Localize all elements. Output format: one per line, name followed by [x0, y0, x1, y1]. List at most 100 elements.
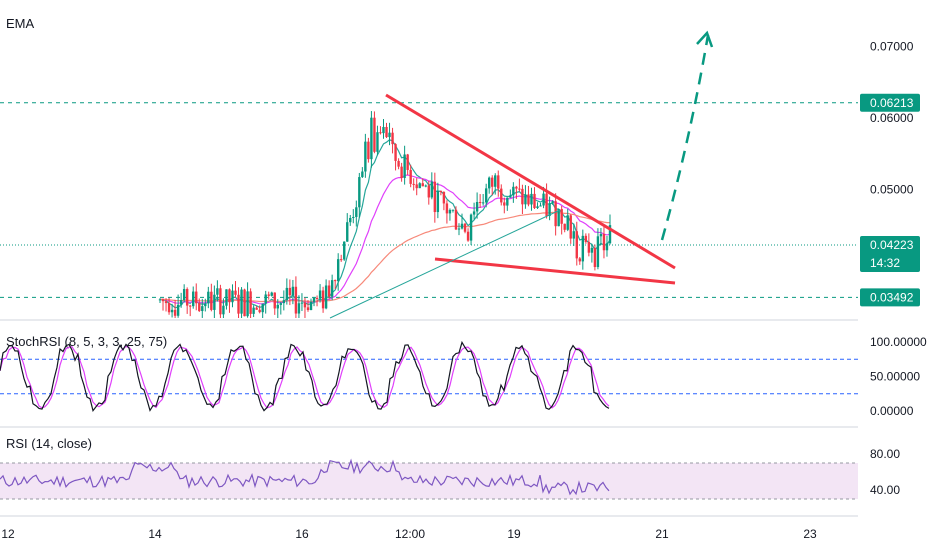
candle-body — [439, 190, 443, 192]
candle-body — [418, 183, 421, 189]
candle-body — [355, 207, 358, 217]
candle-body — [237, 294, 240, 314]
candle-body — [270, 292, 273, 296]
candle-body — [327, 285, 331, 297]
candle-body — [210, 291, 213, 310]
candle-body — [282, 300, 286, 304]
price-tag-box — [860, 288, 920, 307]
candle-body — [385, 126, 388, 138]
candle-body — [207, 291, 210, 304]
candle-body — [228, 289, 231, 303]
price-tag-label: 0.04223 — [870, 238, 914, 252]
candle-body — [267, 294, 270, 296]
ema-fast-line — [159, 139, 611, 309]
candle-body — [309, 301, 313, 311]
candle-body — [403, 154, 406, 179]
rsi-pane-label: RSI (14, close) — [6, 436, 92, 451]
candle-body — [605, 243, 609, 251]
rsi-tick-label: 40.00 — [870, 483, 900, 497]
candle-body — [340, 259, 343, 261]
support-trendline — [329, 209, 561, 319]
candle-body — [394, 144, 397, 161]
candle-body — [524, 194, 527, 205]
stochrsi-pane-label: StochRSI (8, 5, 3, 3, 25, 75) — [6, 334, 167, 349]
candle-body — [599, 233, 603, 237]
candle-body — [487, 177, 491, 189]
candle-body — [491, 177, 494, 187]
candle-body — [349, 217, 352, 223]
candle-body — [518, 188, 521, 190]
price-pane[interactable]: EMA 0.07000 0.06000 0.05000 0.06213 0.04223… — [0, 16, 920, 326]
candle-body — [204, 303, 207, 307]
candle-body — [578, 258, 581, 262]
candle-body — [249, 291, 252, 314]
candle-body — [330, 280, 334, 297]
candle-body — [258, 309, 261, 313]
candle-body — [572, 231, 575, 239]
candle-body — [336, 259, 340, 282]
upper-trendline — [385, 93, 676, 270]
candle-body — [596, 236, 600, 268]
candle-body — [219, 288, 222, 315]
candle-body — [575, 231, 578, 259]
candle-body — [195, 291, 198, 304]
candle-body — [373, 117, 376, 152]
stochrsi-tick-label: 50.00000 — [870, 370, 920, 384]
candle-body — [333, 280, 337, 282]
candle-body — [343, 241, 346, 260]
candle-body — [560, 209, 563, 224]
candle-body — [255, 307, 258, 310]
candle-body — [530, 193, 533, 205]
candle-body — [460, 223, 464, 229]
candle-body — [608, 225, 612, 244]
ema-slow-line — [160, 211, 610, 303]
candle-body — [512, 186, 515, 196]
rsi-pane[interactable]: RSI (14, close) 80.00 40.00 — [0, 436, 900, 500]
candle-body — [367, 141, 370, 160]
time-tick-label: 21 — [655, 527, 669, 541]
candle-body — [457, 228, 461, 230]
candle-body — [472, 211, 476, 215]
candle-body — [554, 201, 557, 227]
candle-body — [584, 235, 588, 242]
candle-body — [400, 166, 403, 179]
candle-body — [170, 309, 174, 313]
candle-body — [521, 188, 524, 205]
price-tick-label: 0.05000 — [870, 183, 914, 197]
candle-body — [176, 304, 180, 316]
candle-body — [442, 191, 446, 204]
candle-body — [318, 290, 322, 299]
candle-body — [346, 222, 349, 242]
candle-body — [300, 302, 304, 304]
candle-body — [484, 188, 488, 203]
candle-body — [161, 299, 165, 302]
candle-body — [352, 216, 355, 218]
candle-body — [533, 193, 536, 209]
time-axis[interactable]: 12 14 16 12:00 19 21 23 — [1, 527, 817, 541]
stochrsi-pane[interactable]: StochRSI (8, 5, 3, 3, 25, 75) 100.00000 5… — [0, 334, 927, 418]
candle-body — [216, 288, 219, 295]
price-tick-label: 0.06000 — [870, 111, 914, 125]
price-pane-label: EMA — [6, 16, 35, 31]
time-tick-label: 14 — [148, 527, 162, 541]
candle-body — [173, 309, 177, 316]
rsi-line — [0, 458, 610, 496]
candle-body — [167, 303, 171, 313]
time-tick-label: 16 — [295, 527, 309, 541]
candle-body — [261, 303, 264, 313]
candle-body — [288, 287, 292, 296]
candle-body — [279, 303, 283, 305]
candle-body — [539, 205, 542, 207]
time-tick-label: 12 — [1, 527, 15, 541]
candle-body — [376, 132, 379, 152]
candle-body — [542, 193, 545, 206]
candle-body — [548, 203, 551, 216]
candle-body — [388, 132, 391, 138]
candle-body — [234, 290, 237, 295]
candle-body — [551, 201, 554, 204]
candle-body — [503, 202, 506, 206]
candle-body — [315, 297, 319, 299]
candle-body — [192, 291, 195, 307]
stochrsi-tick-label: 100.00000 — [870, 335, 927, 349]
